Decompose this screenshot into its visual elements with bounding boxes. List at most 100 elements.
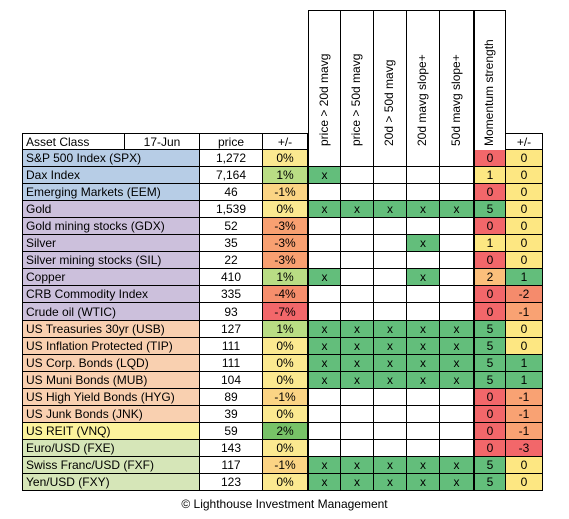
asset-price: 335 [200, 286, 263, 303]
signal-cell [440, 235, 474, 252]
signal-cell: x [308, 269, 341, 286]
copyright-footer: © Lighthouse Investment Management [181, 497, 388, 511]
signal-cell [407, 389, 440, 406]
signal-cell: x [407, 355, 440, 372]
signal-cell [374, 184, 407, 201]
momentum-strength: 0 [474, 440, 506, 457]
header-price-above-20d: price > 20d mavg [308, 10, 341, 151]
signal-cell [374, 286, 407, 303]
signal-cell [308, 252, 341, 269]
momentum-change: 1 [506, 269, 543, 286]
momentum-change: 1 [506, 372, 543, 389]
signal-cell [341, 167, 374, 184]
header-20d-above-50d: 20d > 50d mavg [374, 10, 407, 151]
header-momentum-strength-label: Momentum strength [482, 39, 496, 146]
signal-cell [341, 406, 374, 423]
momentum-strength: 5 [474, 474, 506, 491]
signal-cell [407, 218, 440, 235]
momentum-change: -1 [506, 303, 543, 321]
signal-cell: x [407, 235, 440, 252]
asset-change: -3% [263, 252, 308, 269]
signal-cell: x [440, 338, 474, 355]
signal-cell [374, 150, 407, 167]
signal-cell [407, 286, 440, 303]
signal-cell: x [308, 167, 341, 184]
asset-change: 0% [263, 201, 308, 218]
asset-change: 0% [263, 440, 308, 457]
signal-cell [407, 406, 440, 423]
asset-name: Silver [22, 235, 200, 252]
signal-cell [440, 269, 474, 286]
momentum-strength: 5 [474, 457, 506, 474]
signal-cell [407, 303, 440, 321]
asset-change: -4% [263, 286, 308, 303]
asset-change: 2% [263, 423, 308, 440]
signal-cell: x [407, 474, 440, 491]
asset-price: 111 [200, 338, 263, 355]
momentum-strength: 5 [474, 372, 506, 389]
asset-name: CRB Commodity Index [22, 286, 200, 303]
momentum-change: -3 [506, 440, 543, 457]
asset-change: 1% [263, 269, 308, 286]
asset-name: US Inflation Protected (TIP) [22, 338, 200, 355]
signal-cell: x [440, 474, 474, 491]
signal-cell: x [341, 355, 374, 372]
asset-price: 143 [200, 440, 263, 457]
signal-cell: x [308, 338, 341, 355]
momentum-table: Asset Class 17-Jun price +/- +/- price > 20d … [22, 10, 543, 494]
signal-cell [374, 406, 407, 423]
header-price-above-50d-label: price > 50d mavg [349, 53, 363, 146]
signal-cell [407, 167, 440, 184]
asset-price: 127 [200, 321, 263, 338]
signal-cell: x [407, 201, 440, 218]
signal-cell [407, 252, 440, 269]
signal-cell [308, 286, 341, 303]
header-price-above-50d: price > 50d mavg [341, 10, 374, 151]
asset-change: -3% [263, 218, 308, 235]
asset-change: 0% [263, 355, 308, 372]
signal-cell [440, 218, 474, 235]
momentum-strength: 0 [474, 389, 506, 406]
momentum-strength: 5 [474, 201, 506, 218]
asset-price: 89 [200, 389, 263, 406]
asset-change: -1% [263, 184, 308, 201]
asset-change: 0% [263, 406, 308, 423]
momentum-change: 0 [506, 201, 543, 218]
signal-cell [308, 218, 341, 235]
asset-name: Copper [22, 269, 200, 286]
asset-name: Dax Index [22, 167, 200, 184]
signal-cell [308, 184, 341, 201]
signal-cell [374, 440, 407, 457]
momentum-change: -1 [506, 423, 543, 440]
signal-cell: x [374, 201, 407, 218]
signal-cell: x [308, 372, 341, 389]
momentum-change: -1 [506, 389, 543, 406]
signal-cell: x [407, 338, 440, 355]
momentum-change: 0 [506, 218, 543, 235]
header-date: 17-Jun [125, 133, 200, 150]
signal-cell [341, 150, 374, 167]
signal-cell [440, 150, 474, 167]
signal-cell [440, 184, 474, 201]
momentum-change: 0 [506, 184, 543, 201]
momentum-strength: 5 [474, 321, 506, 338]
header-change: +/- [263, 133, 308, 150]
momentum-change: 0 [506, 321, 543, 338]
signal-cell [374, 235, 407, 252]
asset-name: US Treasuries 30yr (USB) [22, 321, 200, 338]
header-20d-slope-up-label: 20d mavg slope+ [415, 54, 429, 146]
asset-price: 35 [200, 235, 263, 252]
asset-change: 1% [263, 321, 308, 338]
momentum-change: 0 [506, 252, 543, 269]
signal-cell [374, 269, 407, 286]
momentum-change: -2 [506, 286, 543, 303]
asset-name: US REIT (VNQ) [22, 423, 200, 440]
signal-cell [440, 286, 474, 303]
momentum-strength: 0 [474, 184, 506, 201]
asset-price: 123 [200, 474, 263, 491]
momentum-change: -1 [506, 406, 543, 423]
signal-cell [440, 440, 474, 457]
header-50d-slope-up: 50d mavg slope+ [440, 10, 474, 151]
asset-change: -7% [263, 303, 308, 321]
momentum-change: 1 [506, 355, 543, 372]
